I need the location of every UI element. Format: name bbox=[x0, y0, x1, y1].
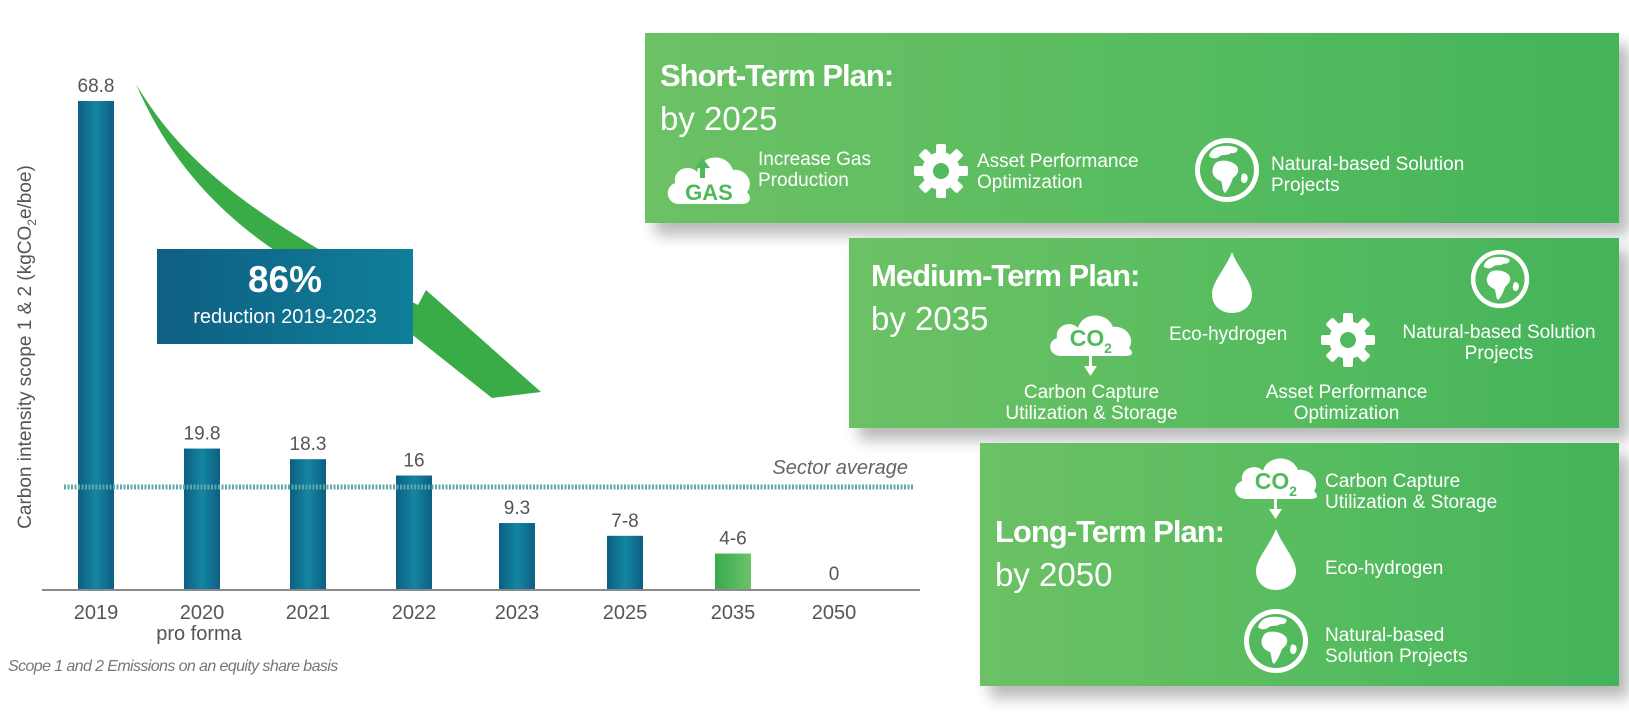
bar-2022 bbox=[396, 475, 432, 589]
gear-icon bbox=[913, 143, 969, 199]
y-axis-label: Carbon intensity scope 1 & 2 (kgCO2e/boe… bbox=[15, 165, 39, 529]
medium-term-plan-panel: Medium-Term Plan: by 2035 CO 2 Carbon Cap… bbox=[849, 238, 1619, 428]
long-term-plan-panel: Long-Term Plan: by 2050 CO 2 Carbon Captu… bbox=[980, 443, 1619, 686]
value-label-2022: 16 bbox=[403, 451, 424, 472]
x-tick-sublabel-2020: pro forma bbox=[156, 623, 242, 645]
eco-hydrogen-label: Eco-hydrogen bbox=[1325, 558, 1444, 579]
value-label-2025: 7-8 bbox=[611, 511, 638, 532]
ccus-label: Carbon Capture Utilization & Storage bbox=[1325, 471, 1498, 513]
bar-2021 bbox=[290, 459, 326, 589]
increase-gas-label: Increase Gas Production bbox=[758, 149, 871, 191]
x-tick-label-2035: 2035 bbox=[711, 602, 756, 624]
reduction-callout: 86% reduction 2019-2023 bbox=[157, 249, 413, 344]
x-tick-label-2021: 2021 bbox=[286, 602, 331, 624]
plan-title: Long-Term Plan: bbox=[995, 514, 1225, 549]
droplet-icon bbox=[1254, 527, 1298, 591]
svg-text:CO: CO bbox=[1070, 325, 1105, 351]
chart-footnote: Scope 1 and 2 Emissions on an equity sha… bbox=[8, 658, 338, 675]
plan-subtitle: by 2050 bbox=[995, 556, 1113, 593]
svg-text:CO: CO bbox=[1255, 468, 1290, 494]
globe-icon bbox=[1469, 248, 1531, 310]
eco-hydrogen-label: Eco-hydrogen bbox=[1169, 324, 1288, 345]
value-label-2021: 18.3 bbox=[290, 434, 327, 455]
value-label-2023: 9.3 bbox=[504, 498, 530, 519]
globe-icon bbox=[1242, 607, 1310, 675]
sector-average-label: Sector average bbox=[772, 457, 908, 479]
plan-subtitle: by 2025 bbox=[660, 100, 778, 137]
x-tick-label-2020: 2020 bbox=[180, 602, 225, 624]
reduction-percent: 86% bbox=[247, 259, 323, 300]
x-tick-label-2025: 2025 bbox=[603, 602, 648, 624]
natural-solution-label: Natural-based Solution Projects bbox=[1402, 322, 1596, 364]
x-tick-label-2050: 2050 bbox=[812, 602, 857, 624]
reduction-text: reduction 2019-2023 bbox=[193, 306, 377, 328]
globe-icon bbox=[1193, 136, 1261, 204]
value-label-2019: 68.8 bbox=[78, 76, 115, 97]
co2-cloud-icon: CO 2 bbox=[1232, 451, 1320, 521]
value-label-2035: 4-6 bbox=[719, 529, 746, 550]
x-tick-label-2022: 2022 bbox=[392, 602, 437, 624]
ccus-label: Carbon Capture Utilization & Storage bbox=[1005, 382, 1178, 424]
asset-performance-label: Asset Performance Optimization bbox=[1265, 382, 1428, 424]
gas-cloud-icon: GAS bbox=[665, 146, 753, 206]
natural-solution-label: Natural-based Solution Projects bbox=[1271, 154, 1465, 196]
bar-2035 bbox=[715, 553, 751, 589]
asset-performance-label: Asset Performance Optimization bbox=[977, 151, 1139, 193]
svg-text:GAS: GAS bbox=[685, 180, 733, 205]
natural-solution-label: Natural-based Solution Projects bbox=[1325, 625, 1468, 667]
value-label-2050: 0 bbox=[829, 564, 840, 585]
plan-title: Medium-Term Plan: bbox=[871, 258, 1140, 293]
svg-text:2: 2 bbox=[1289, 483, 1297, 499]
bar-2023 bbox=[499, 523, 535, 589]
co2-cloud-icon: CO 2 bbox=[1047, 308, 1135, 378]
bar-2025 bbox=[607, 535, 643, 589]
plan-title: Short-Term Plan: bbox=[660, 58, 894, 93]
droplet-icon bbox=[1210, 250, 1254, 314]
gear-icon bbox=[1320, 312, 1376, 368]
value-label-2020: 19.8 bbox=[184, 424, 221, 445]
svg-text:2: 2 bbox=[1104, 340, 1112, 356]
x-tick-label-2019: 2019 bbox=[74, 602, 119, 624]
x-tick-label-2023: 2023 bbox=[495, 602, 540, 624]
reduction-arrow bbox=[136, 84, 541, 398]
bar-2020 bbox=[184, 448, 220, 589]
short-term-plan-panel: Short-Term Plan: by 2025 GAS Increase Ga… bbox=[645, 33, 1619, 223]
bar-2019 bbox=[78, 101, 114, 589]
plan-subtitle: by 2035 bbox=[871, 300, 989, 337]
